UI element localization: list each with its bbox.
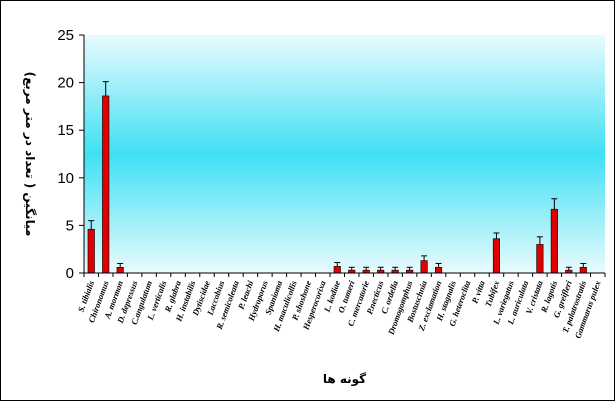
plot-area	[84, 35, 605, 273]
y-tick-label: 0	[66, 265, 74, 282]
y-axis-title: میانگین ( تعداد در متر مربع)	[23, 72, 37, 237]
x-axis-title: گونه ها	[323, 372, 366, 387]
x-axis-ticks	[83, 273, 606, 277]
bar	[87, 228, 95, 274]
y-tick-label: 25	[57, 27, 74, 44]
bar	[536, 244, 544, 274]
y-tick-label: 5	[66, 217, 74, 234]
bar	[116, 266, 124, 274]
bar	[435, 266, 443, 274]
y-tick-label: 15	[57, 122, 74, 139]
bar	[579, 266, 587, 274]
error-bars-group	[88, 81, 587, 271]
bar	[492, 238, 501, 274]
bar	[102, 95, 110, 274]
y-tick-label: 20	[57, 75, 74, 92]
y-tick-label: 10	[57, 170, 74, 187]
bar	[420, 260, 428, 274]
bar	[550, 208, 558, 274]
bar	[333, 266, 341, 274]
y-axis-ticks: 0 5 10 15 20 25	[57, 27, 84, 282]
